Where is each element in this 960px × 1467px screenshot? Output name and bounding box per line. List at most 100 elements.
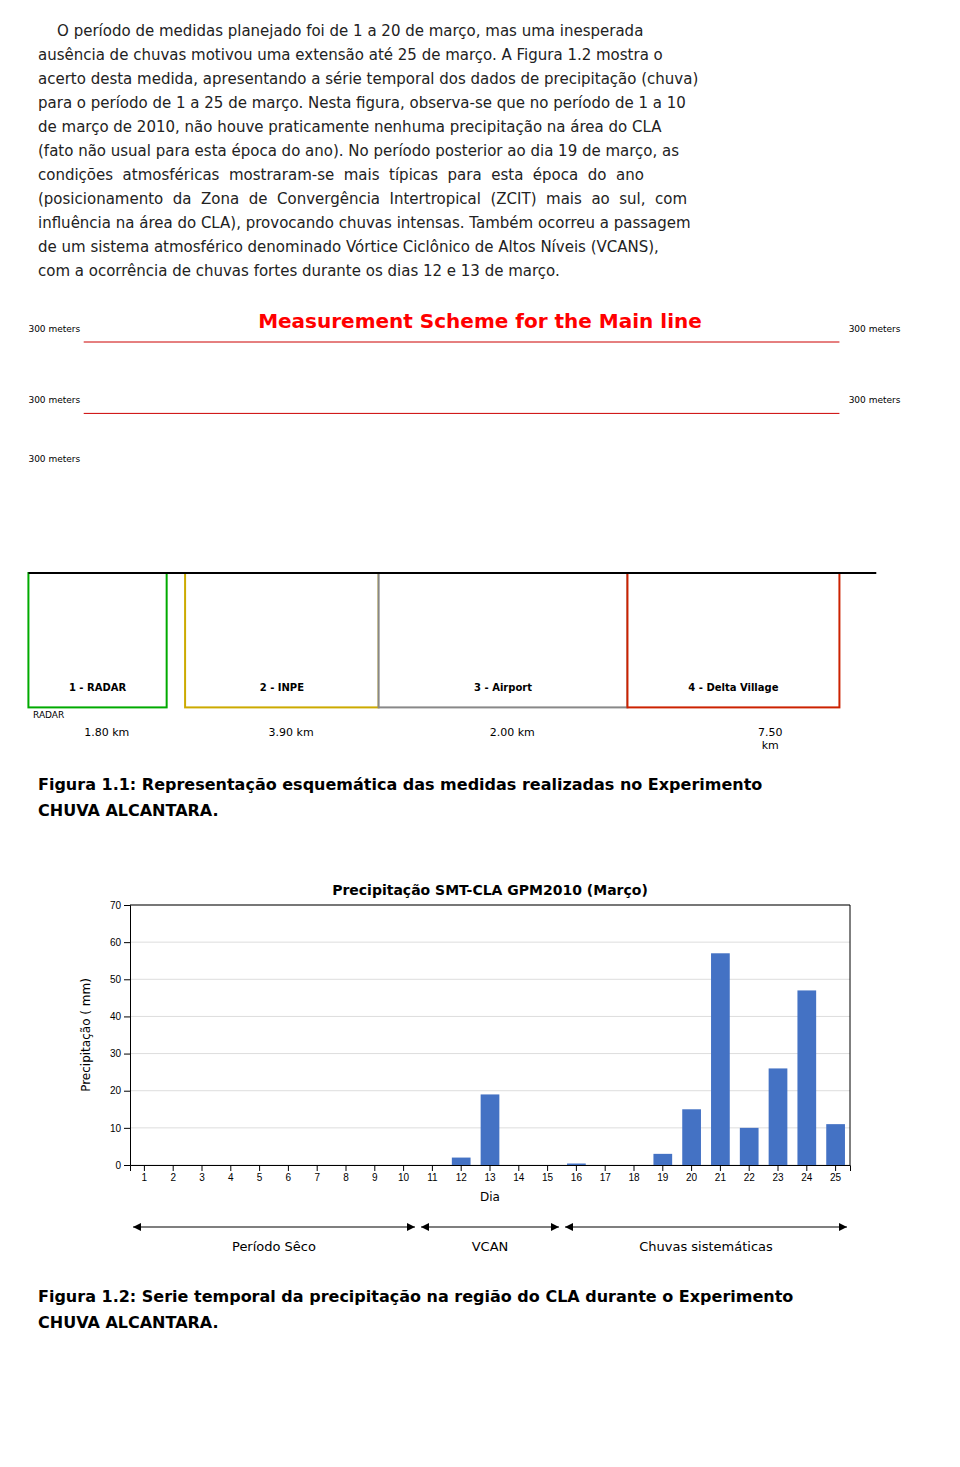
period-arrow	[565, 1226, 847, 1227]
x-tick-mark	[288, 1165, 289, 1171]
bar	[509, 1165, 528, 1166]
paragraph-line: condições atmosféricas mostraram-se mais…	[38, 166, 644, 184]
x-tick-label: 18	[628, 1172, 640, 1183]
x-tick-label: 8	[343, 1172, 349, 1183]
x-tick: 12	[456, 1165, 468, 1183]
bar-chart: 0102030405060701234567891011121314151617…	[79, 882, 851, 1254]
y-tick: 0	[115, 1160, 130, 1171]
x-tick-mark	[202, 1165, 203, 1171]
y-tick-mark	[124, 942, 130, 943]
x-tick: 24	[801, 1165, 813, 1183]
x-tick-mark	[317, 1165, 318, 1171]
station-box	[627, 573, 839, 707]
paragraph-line: acerto desta medida, apresentando a séri…	[38, 70, 698, 88]
y-tick-mark	[124, 1128, 130, 1129]
caption-line: CHUVA ALCANTARA.	[38, 1313, 219, 1332]
x-tick-label: 17	[600, 1172, 612, 1183]
bar	[337, 1165, 356, 1166]
bar	[538, 1165, 557, 1166]
y-tick: 20	[110, 1085, 130, 1096]
station-label: 1 - RADAR	[69, 682, 127, 693]
grid-line	[130, 905, 850, 906]
y-tick: 40	[110, 1011, 130, 1022]
flight-path	[84, 413, 840, 414]
y-tick: 60	[110, 937, 130, 948]
x-tick-label: 25	[830, 1172, 842, 1183]
x-tick-label: 14	[513, 1172, 525, 1183]
x-tick-label: 20	[686, 1172, 698, 1183]
x-axis: 1234567891011121314151617181920212223242…	[131, 1165, 851, 1183]
height-label: 300 meters	[849, 395, 901, 405]
x-tick-label: 4	[228, 1172, 234, 1183]
x-tick-label: 15	[542, 1172, 554, 1183]
bar	[711, 953, 730, 1165]
x-tick-label: 16	[571, 1172, 583, 1183]
y-tick-label: 40	[110, 1011, 122, 1022]
x-tick: 2	[170, 1165, 176, 1183]
bar	[365, 1165, 384, 1166]
bar	[740, 1128, 759, 1165]
x-tick-label: 24	[801, 1172, 813, 1183]
x-tick: 14	[513, 1165, 525, 1183]
bar	[135, 1165, 154, 1166]
x-tick: 20	[686, 1165, 698, 1183]
x-tick-mark	[778, 1165, 779, 1171]
x-tick-label: 23	[772, 1172, 784, 1183]
x-tick: 15	[542, 1165, 554, 1183]
grid-line	[130, 942, 850, 943]
station-box	[185, 573, 379, 707]
bar	[193, 1165, 212, 1166]
bar	[394, 1165, 413, 1166]
paragraph-line: influência na área do CLA), provocando c…	[38, 214, 691, 232]
x-tick-mark	[634, 1165, 635, 1171]
x-tick-label: 13	[484, 1172, 496, 1183]
x-tick: 17	[600, 1165, 612, 1183]
height-label: 300 meters	[28, 324, 80, 334]
bar	[625, 1165, 644, 1166]
period-label: Período Sêco	[232, 1239, 316, 1254]
period-arrow	[133, 1226, 415, 1227]
page: O período de medidas planejado foi de 1 …	[0, 0, 960, 1467]
chart-title: Precipitação SMT-CLA GPM2010 (Março)	[332, 882, 648, 898]
radar-label: RADAR	[33, 710, 64, 720]
paragraph-line: (posicionamento da Zona de Convergência …	[38, 190, 687, 208]
distance-label: 7.50km	[758, 726, 783, 752]
station-box	[28, 573, 166, 707]
x-tick-label: 9	[372, 1172, 378, 1183]
bar	[769, 1068, 788, 1165]
station-label: 4 - Delta Village	[688, 682, 778, 693]
x-tick-label: 5	[257, 1172, 263, 1183]
scheme: Measurement Scheme for the Main line1 - …	[28, 309, 900, 752]
x-tick-mark	[432, 1165, 433, 1171]
height-label: 300 meters	[28, 395, 80, 405]
bars	[452, 953, 845, 1165]
x-tick-mark	[605, 1165, 606, 1171]
distance-label: 3.90 km	[269, 726, 314, 739]
x-tick: 21	[715, 1165, 727, 1183]
bar	[797, 990, 816, 1165]
x-tick: 4	[228, 1165, 234, 1183]
bar	[308, 1165, 327, 1166]
x-tick-label: 21	[715, 1172, 727, 1183]
x-tick-mark	[518, 1165, 519, 1171]
period-annotations: Período SêcoVCANChuvas sistemáticas	[133, 1227, 847, 1254]
y-tick-mark	[124, 1165, 130, 1166]
bar	[826, 1124, 845, 1165]
distance-label: 2.00 km	[490, 726, 535, 739]
y-tick: 50	[110, 974, 130, 985]
x-tick: 6	[286, 1165, 292, 1183]
x-tick-label: 7	[314, 1172, 320, 1183]
x-tick-mark	[720, 1165, 721, 1171]
height-label: 300 meters	[849, 324, 901, 334]
y-tick-label: 0	[115, 1160, 121, 1171]
y-tick-label: 20	[110, 1085, 122, 1096]
y-tick: 10	[110, 1123, 130, 1134]
x-tick-mark	[835, 1165, 836, 1171]
caption-line: Figura 1.2: Serie temporal da precipitaç…	[38, 1287, 793, 1306]
measurement-line	[28, 572, 876, 574]
x-tick: 13	[484, 1165, 496, 1183]
x-tick-mark	[144, 1165, 145, 1171]
bar	[452, 1158, 471, 1165]
y-tick-label: 70	[110, 900, 122, 911]
x-tick: 22	[744, 1165, 756, 1183]
